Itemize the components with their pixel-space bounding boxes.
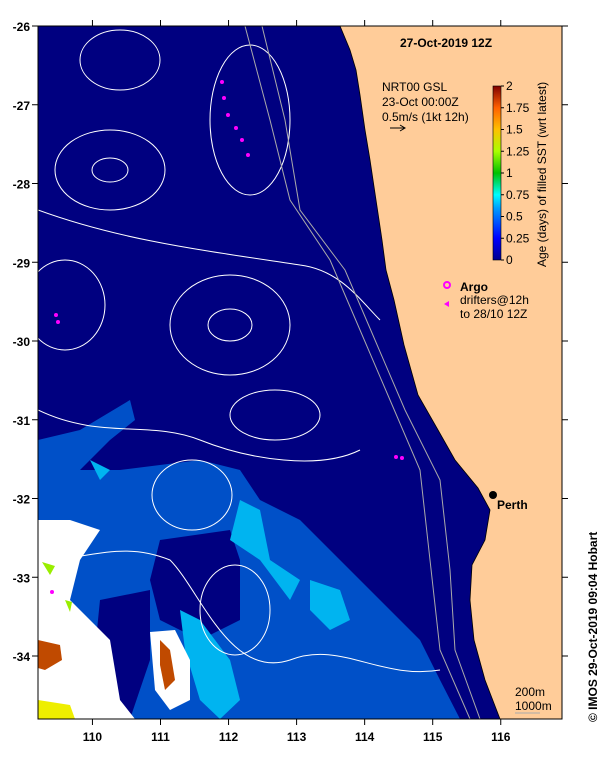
lat-tick-label: -29: [13, 256, 31, 270]
copyright: © IMOS 29-Oct-2019 09:04 Hobart: [586, 532, 600, 722]
colorbar-tick-label: 1.5: [506, 123, 523, 137]
colorbar: [492, 85, 502, 261]
lat-tick-label: -26: [13, 20, 31, 34]
land: [339, 26, 562, 719]
lat-tick-label: -28: [13, 178, 31, 192]
colorbar-tick-label: 1: [506, 166, 513, 180]
lon-tick-label: 111: [151, 730, 170, 744]
lat-tick-label: -30: [13, 335, 31, 349]
lat-tick-label: -32: [13, 493, 31, 507]
drifter-marker-icon: [444, 301, 449, 307]
sst-age-patches: [38, 400, 460, 719]
lon-tick-label: 113: [287, 730, 307, 744]
velocity-scale-label: 0.5m/s (1kt 12h): [382, 110, 469, 124]
colorbar-tick-label: 1.75: [506, 101, 530, 115]
axes: 110 111 112 113 114 115 116 -26 -27 -28 -29 -30 -31 -…: [13, 20, 568, 744]
colorbar-tick-label: 0.75: [506, 188, 530, 202]
velocity-scale-arrow-icon: [390, 124, 406, 132]
isobath-label-200m: 200m: [515, 685, 545, 699]
lon-tick-label: 112: [219, 730, 239, 744]
lon-tick-label: 116: [491, 730, 511, 744]
legend-drifters-period: to 28/10 12Z: [460, 307, 527, 321]
legend-argo: Argo: [460, 280, 488, 294]
colorbar-tick-label: 0.25: [506, 231, 530, 245]
perth-marker-icon: [489, 491, 497, 499]
legend-drifters: drifters@12h: [460, 293, 529, 307]
colorbar-ticks: 2 1.75 1.5 1.25 1 0.75 0.5 0.25 0: [501, 79, 530, 267]
colorbar-tick-label: 2: [506, 79, 513, 93]
isobath-lines: [244, 26, 481, 719]
lat-tick-label: -31: [13, 414, 31, 428]
product-date: 23-Oct 00:00Z: [382, 95, 459, 109]
colorbar-label: Age (days) of filled SST (wrt latest): [535, 82, 549, 267]
colorbar-tick-label: 0.5: [506, 210, 523, 224]
lat-tick-label: -33: [13, 571, 31, 585]
map-frame: [37, 25, 563, 720]
lat-tick-label: -34: [13, 650, 31, 664]
map-area: [38, 26, 562, 719]
product-name: NRT00 GSL: [382, 80, 447, 94]
lon-tick-label: 114: [355, 730, 375, 744]
city-label-perth: Perth: [497, 498, 528, 512]
lon-tick-label: 115: [423, 730, 443, 744]
drifter-tracks: [50, 80, 404, 594]
colorbar-tick-label: 0: [506, 253, 513, 267]
lon-tick-label: 110: [83, 730, 103, 744]
colorbar-tick-label: 1.25: [506, 144, 530, 158]
lat-tick-label: -27: [13, 99, 31, 113]
argo-marker-icon: [443, 281, 451, 289]
isobath-label-1000m: 1000m: [515, 699, 552, 713]
map-title: 27-Oct-2019 12Z: [400, 36, 492, 50]
